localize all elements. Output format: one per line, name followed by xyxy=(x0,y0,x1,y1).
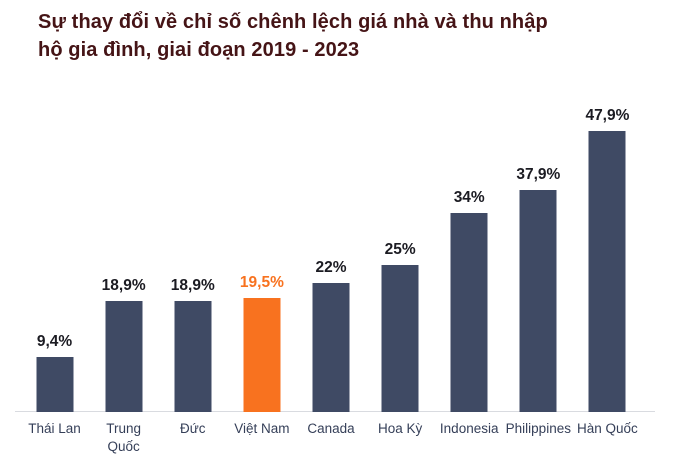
bar-value-label: 37,9% xyxy=(516,166,561,183)
bar-value-label: 9,4% xyxy=(36,333,73,350)
bar-value-label: 47,9% xyxy=(585,107,630,124)
bars-container: 9,4% Thái Lan 18,9% Trung Quốc 18,9% Đức 19,5%… xyxy=(20,0,642,454)
category-label: Hoa Kỳ xyxy=(377,421,423,436)
bar xyxy=(381,265,419,412)
category-label: Indonesia xyxy=(439,421,499,436)
bar-group: 18,9% Trung Quốc xyxy=(89,0,158,454)
bar-group: 47,9% Hàn Quốc xyxy=(573,0,642,436)
category-label: Thái Lan xyxy=(28,421,81,436)
bar-value-label: 19,5% xyxy=(239,274,284,291)
bar xyxy=(36,357,74,412)
category-label: Việt Nam xyxy=(234,421,290,436)
bar-group: 22% Canada xyxy=(296,0,365,436)
chart-title-line-1: Sự thay đổi về chỉ số chênh lệch giá nhà… xyxy=(38,11,548,33)
bar-value-label: 34% xyxy=(453,189,485,206)
bar-highlighted xyxy=(243,298,281,412)
category-label: Trung Quốc xyxy=(106,421,142,455)
bar-value-label: 18,9% xyxy=(170,277,215,294)
bar-value-label: 25% xyxy=(384,241,416,258)
bar xyxy=(588,131,626,412)
bar xyxy=(312,283,350,412)
bar-group: 19,5% Việt Nam xyxy=(227,0,296,436)
category-label: Hàn Quốc xyxy=(577,421,638,436)
bar-group: 9,4% Thái Lan xyxy=(20,0,89,436)
category-label: Philippines xyxy=(505,421,571,436)
category-label: Đức xyxy=(179,421,206,436)
category-label: Canada xyxy=(307,421,355,436)
bar-group: 37,9% Philippines xyxy=(504,0,573,436)
bar xyxy=(450,213,488,412)
bar-group: 25% Hoa Kỳ xyxy=(366,0,435,436)
bar-chart: 9,4% Thái Lan 18,9% Trung Quốc 18,9% Đức 19,5%… xyxy=(20,0,642,454)
bar-value-label: 18,9% xyxy=(101,277,146,294)
bar xyxy=(174,301,212,412)
bar-group: 18,9% Đức xyxy=(158,0,227,436)
bar xyxy=(105,301,143,412)
bar-group: 34% Indonesia xyxy=(435,0,504,436)
bar-value-label: 22% xyxy=(315,259,347,276)
bar xyxy=(519,190,557,412)
chart-title-line-2: hộ gia đình, giai đoạn 2019 - 2023 xyxy=(38,39,360,61)
chart-title: Sự thay đổi về chỉ số chênh lệch giá nhà… xyxy=(38,8,548,64)
